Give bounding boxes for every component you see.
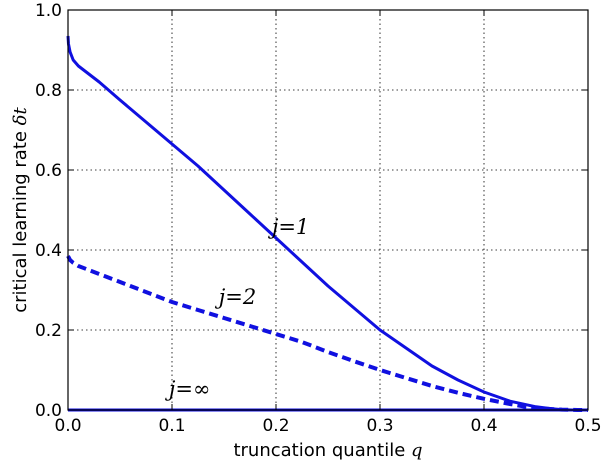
x-tick-label: 0.2 xyxy=(262,416,289,436)
y-tick-label: 0.6 xyxy=(35,161,62,181)
x-axis-label-symbol: q xyxy=(411,440,423,461)
series-line-dashed xyxy=(66,255,588,412)
ticks: 0.0 0.1 0.2 0.3 0.4 0.5 0.0 0.2 0.4 0.6 0.8 1.0 xyxy=(35,1,602,436)
series-layer xyxy=(66,35,588,412)
y-tick-label: 0.8 xyxy=(35,81,62,101)
series-line-solid xyxy=(66,35,588,412)
series-annotation: j=∞ xyxy=(165,377,211,401)
y-tick-label: 1.0 xyxy=(35,1,62,21)
y-axis-label-text: critical learning rate xyxy=(10,125,31,312)
x-axis-label-text: truncation quantile xyxy=(233,440,411,461)
y-tick-label: 0.4 xyxy=(35,241,62,261)
grid xyxy=(67,9,589,411)
annotations: j=1 j=2 j=∞ xyxy=(165,215,309,401)
y-tick-label: 0.2 xyxy=(35,321,62,341)
x-tick-label: 0.4 xyxy=(470,416,497,436)
y-tick-label: 0.0 xyxy=(35,401,62,421)
x-axis-label: truncation quantile q xyxy=(233,440,422,461)
y-axis-label: critical learning rate δt xyxy=(10,106,31,312)
x-tick-label: 0.1 xyxy=(158,416,185,436)
x-tick-label: 0.0 xyxy=(54,416,81,436)
x-tick-label: 0.5 xyxy=(574,416,601,436)
plot-frame xyxy=(67,9,589,411)
x-tick-label: 0.3 xyxy=(366,416,393,436)
series-annotation: j=1 xyxy=(268,215,309,239)
y-axis-label-symbol: δt xyxy=(10,106,31,125)
series-annotation: j=2 xyxy=(215,285,256,309)
